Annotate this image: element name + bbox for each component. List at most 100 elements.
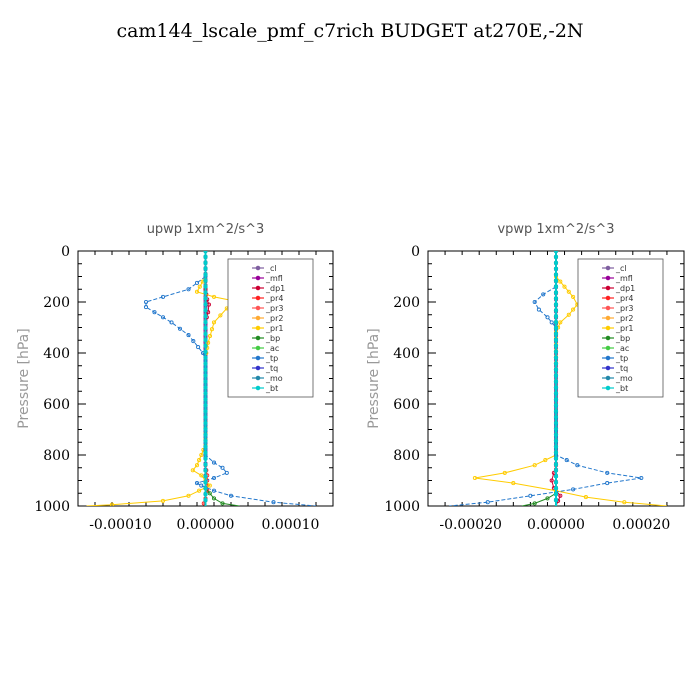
series-point_bt — [203, 260, 208, 265]
series-point_bt — [553, 426, 559, 431]
legend-marker — [255, 335, 261, 341]
series-point_bt — [203, 251, 208, 254]
series-point_bt — [553, 397, 559, 402]
x-tick-label: 0.00010 — [262, 517, 320, 533]
series-point_dp1 — [558, 493, 563, 498]
series-point_bt — [553, 474, 559, 479]
series-point_bt — [553, 290, 559, 295]
series-point_pr1 — [209, 327, 215, 332]
series-point_bt — [203, 432, 208, 437]
legend-label: _bp — [265, 334, 280, 343]
series-point_tp — [220, 465, 225, 470]
legend-marker — [255, 285, 261, 291]
series-point_bt — [553, 331, 559, 337]
legend-label: _tq — [615, 364, 628, 373]
series-point_pr1 — [472, 475, 477, 481]
series-point_bt — [553, 278, 559, 283]
series-point_bt — [553, 414, 559, 420]
legend-label: _bt — [265, 384, 278, 393]
series-point_tp — [186, 333, 191, 338]
panel-vpwp: vpwp 1xm^2/s^3 Pressure [hPa] 0 200 400 600 80… — [366, 222, 685, 533]
series-point_bt — [553, 337, 559, 343]
series-point_tp — [639, 475, 644, 481]
series-point_pr1 — [543, 458, 548, 463]
series-point_bt — [203, 438, 208, 443]
series-point_pr1 — [511, 481, 516, 486]
series-point_bt — [203, 468, 208, 473]
series-point_bt — [203, 385, 208, 390]
series-point_tp — [575, 463, 580, 468]
series-point_bt — [203, 361, 208, 366]
series-point_bt — [553, 302, 559, 307]
series-point_pr1 — [186, 493, 191, 498]
legend-marker — [255, 275, 261, 281]
legend-marker — [255, 325, 261, 331]
series-point_bt — [553, 385, 559, 390]
series-point_bt — [553, 254, 559, 259]
legend-marker — [605, 285, 611, 291]
legend-label: _cl — [615, 264, 627, 273]
legend-marker — [605, 345, 611, 351]
legend-label: _pr2 — [615, 314, 633, 323]
legend-label: _dp1 — [615, 284, 635, 293]
legend-marker — [605, 365, 611, 371]
series-point_bp — [207, 491, 212, 496]
series-point_bt — [203, 308, 208, 313]
panel-title: vpwp 1xm^2/s^3 — [497, 222, 614, 237]
series-point_tp — [211, 460, 217, 465]
series-point_tp — [211, 488, 217, 493]
y-tick-label: 0 — [61, 244, 70, 260]
series-point_bt — [203, 403, 208, 408]
series-point_bt — [203, 373, 208, 378]
legend-label: _tp — [615, 354, 628, 363]
series-point_pr1 — [211, 294, 217, 299]
series-point_tp — [196, 345, 201, 350]
series-point_bt — [203, 367, 208, 372]
series-point_pr1 — [194, 463, 200, 468]
series-point_bt — [553, 284, 559, 289]
series-point_bt — [203, 331, 208, 337]
series-point_tp — [160, 294, 166, 299]
series-point_pr1 — [583, 495, 588, 500]
legend-marker — [255, 365, 261, 371]
series-point_bt — [203, 296, 208, 301]
legend-label: _pr3 — [615, 304, 633, 313]
legend-marker — [255, 295, 261, 301]
series-point_bt — [553, 308, 559, 313]
series-point_pr1 — [197, 488, 202, 493]
legend: _cl_mfl_dp1_pr4_pr3_pr2_pr1_bp_ac_tp_tq_… — [227, 258, 314, 398]
legend-marker — [605, 355, 611, 361]
series-point_bt — [203, 420, 208, 426]
x-tick-label: -0.00020 — [439, 517, 502, 533]
series-point_tp — [224, 470, 229, 475]
series-point_tp — [194, 280, 200, 285]
legend-label: _tq — [265, 364, 278, 373]
series-point_bt — [203, 474, 208, 479]
legend-marker — [605, 385, 611, 391]
series-point_bt — [203, 284, 208, 289]
series-point_bt — [203, 302, 208, 307]
y-tick-label: 200 — [43, 295, 70, 311]
series-point_bt — [553, 450, 559, 455]
series-point_bt — [553, 361, 559, 366]
legend-label: _bt — [615, 384, 628, 393]
x-tick-label: 0.00020 — [612, 517, 670, 533]
series-point_bt — [203, 391, 208, 396]
series-point_bt — [203, 314, 208, 319]
series-point_bt — [203, 444, 208, 449]
series-point_tp — [177, 326, 183, 331]
series-point_tp — [228, 493, 234, 498]
y-axis-label: Pressure [hPa] — [16, 328, 32, 428]
legend-label: _pr2 — [265, 314, 283, 323]
series-group — [86, 251, 317, 506]
series-point_bt — [203, 343, 208, 348]
panel-title: upwp 1xm^2/s^3 — [147, 222, 265, 237]
series-point_bp — [211, 496, 217, 501]
series-point_bp — [545, 496, 550, 501]
series-point_tp — [169, 320, 174, 325]
y-tick-label: 800 — [43, 448, 70, 464]
series-point_bp — [532, 501, 537, 506]
series-point_tp — [605, 470, 610, 475]
legend-label: _mfl — [265, 274, 283, 283]
legend-box — [577, 258, 664, 398]
